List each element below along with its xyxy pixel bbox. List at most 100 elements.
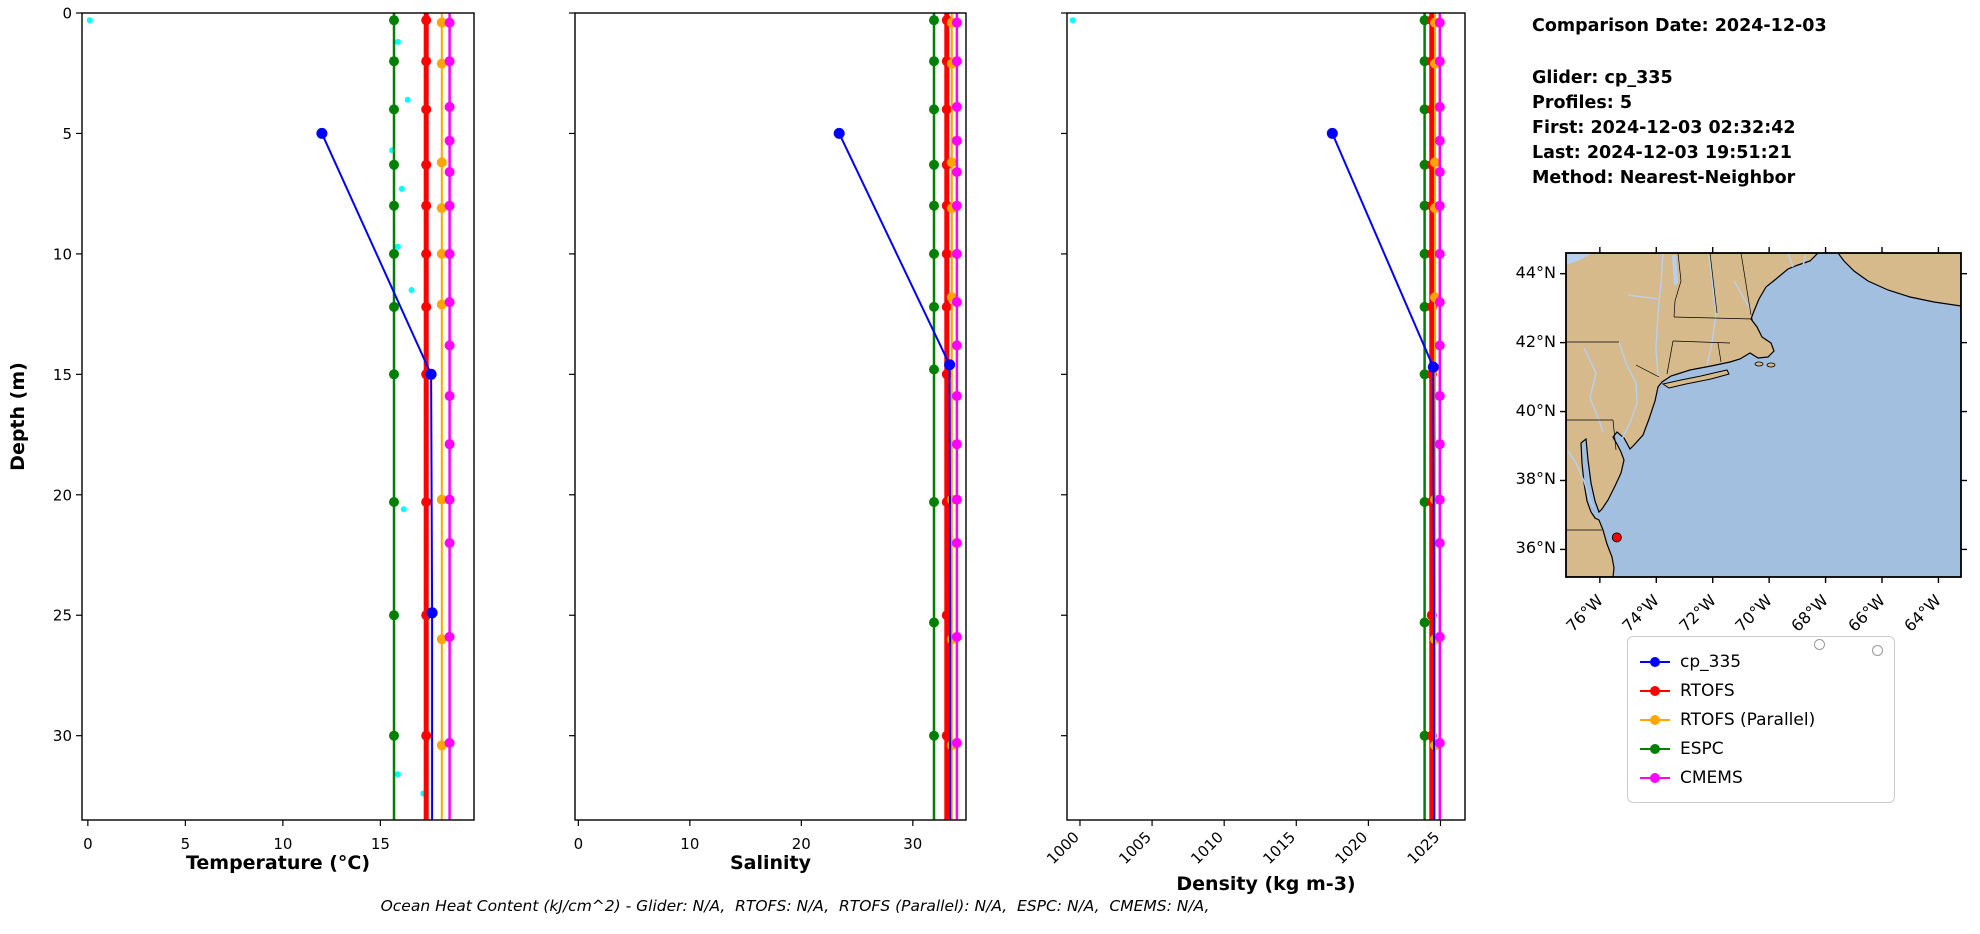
rivers — [1567, 253, 1807, 508]
series-marker-cmems — [951, 248, 962, 259]
series-marker-espc — [929, 301, 939, 312]
y-tick-label: 0 — [62, 5, 72, 23]
legend-item-cp-335: cp_335 — [1640, 647, 1882, 676]
x-tick-label: 1025 — [1404, 828, 1444, 868]
legend-item-espc: ESPC — [1640, 734, 1882, 763]
series-marker-rtofs-parallel- — [946, 157, 957, 168]
series-marker-rtofs — [421, 301, 432, 312]
map-lon-tick-label: 74°W — [1618, 590, 1664, 636]
series-marker-glider-raw — [394, 771, 401, 778]
plot-area — [86, 13, 455, 820]
state-borders — [1566, 253, 1754, 531]
series-marker-cmems — [444, 297, 455, 308]
series-marker-cmems — [951, 200, 962, 211]
plot-background — [575, 13, 966, 820]
x-tick-label: 0 — [83, 835, 93, 853]
series-marker-cmems — [1434, 56, 1445, 67]
series-line-cp-335 — [320, 132, 434, 820]
x-axis-label: Density (kg m-3) — [1176, 873, 1355, 895]
y-tick-label: 25 — [53, 607, 72, 625]
x-tick-label: 1020 — [1331, 828, 1371, 868]
map-lon-tick-label: 72°W — [1674, 590, 1720, 636]
series-marker-cmems — [444, 200, 455, 211]
lake-champlain — [1672, 255, 1678, 286]
y-axis-label: Depth (m) — [10, 362, 29, 471]
series-marker-rtofs — [421, 104, 432, 115]
series-marker-glider-raw — [404, 96, 411, 103]
plot-area — [833, 13, 962, 820]
series-marker-espc — [389, 369, 399, 380]
legend-line-dot-icon — [1640, 772, 1670, 783]
series-marker-espc — [1419, 497, 1430, 507]
series-marker-cmems — [444, 494, 455, 505]
series-marker-cmems — [951, 101, 962, 112]
series-marker-rtofs-parallel- — [436, 740, 447, 751]
y-tick-label: 10 — [53, 245, 72, 263]
series-marker-cp-335 — [1427, 361, 1439, 373]
series-marker-cp-335 — [1326, 127, 1338, 139]
series-marker-cmems — [444, 439, 455, 450]
series-marker-espc — [389, 56, 399, 67]
land-long-island — [1661, 369, 1730, 389]
legend-line-dot-icon — [1640, 685, 1670, 696]
density-profile-chart: 1000 1005 1010 1015 1020 1025 Density (kg m-3) — [1043, 12, 1466, 895]
map-lon-tick-label: 70°W — [1731, 590, 1776, 636]
last-profile-time-text: Last: 2024-12-03 19:51:21 — [1532, 143, 1792, 163]
x-tick-label: 10 — [273, 835, 292, 853]
series-marker-cmems — [1434, 135, 1445, 146]
series-marker-glider-raw — [394, 243, 401, 250]
series-marker-cmems — [951, 297, 962, 308]
map-lat-tick-label: 38°N — [1515, 469, 1556, 489]
legend-item-rtofs: RTOFS — [1640, 676, 1882, 705]
series-marker-cmems — [444, 248, 455, 259]
info-panel: Comparison Date: 2024-12-03 Glider: cp_3… — [1532, 14, 1827, 191]
series-marker-cmems — [951, 631, 962, 642]
series-marker-glider-raw — [398, 185, 405, 192]
series-marker-espc — [389, 248, 399, 259]
series-marker-cmems — [1434, 439, 1445, 450]
series-marker-cmems — [444, 391, 455, 401]
series-marker-espc — [1419, 248, 1430, 259]
temperature-profile-chart: 0 5 10 15 0 5 10 15 20 25 30 Temperature (°C) Depth … — [10, 5, 475, 874]
series-marker-rtofs — [941, 104, 952, 115]
series-marker-espc — [389, 497, 399, 507]
map-frame — [1565, 252, 1962, 578]
x-tick-label: 0 — [574, 835, 584, 853]
series-line-cp-335 — [838, 132, 952, 820]
series-marker-espc — [389, 200, 399, 211]
series-marker-cp-335 — [425, 368, 437, 380]
series-marker-cmems — [1434, 17, 1445, 28]
legend-line-dot-icon — [1640, 743, 1670, 754]
series-marker-rtofs-parallel- — [436, 58, 447, 69]
x-axis-label: Salinity — [730, 852, 812, 874]
legend-line-dot-icon — [1640, 656, 1670, 667]
series-marker-cmems — [444, 17, 455, 28]
x-tick-label: 15 — [371, 835, 390, 853]
map-lon-tick-label: 64°W — [1900, 590, 1946, 636]
map-lon-tick-label: 66°W — [1844, 590, 1889, 636]
series-marker-rtofs-parallel- — [436, 299, 447, 310]
series-marker-glider-raw — [1069, 17, 1076, 24]
series-marker-espc — [1419, 200, 1430, 211]
series-marker-rtofs — [941, 301, 952, 312]
map-lon-tick-label: 76°W — [1561, 590, 1607, 636]
legend-item-rtofs-parallel-: RTOFS (Parallel) — [1640, 705, 1882, 734]
legend-dot — [1650, 685, 1660, 696]
series-marker-cmems — [951, 494, 962, 505]
series-marker-espc — [389, 104, 399, 115]
series-marker-espc — [929, 730, 939, 741]
series-marker-espc — [929, 364, 939, 375]
plot-background — [82, 13, 474, 820]
series-marker-glider-raw — [394, 38, 401, 45]
legend-dot — [1650, 772, 1660, 783]
series-marker-espc — [929, 15, 939, 26]
series-marker-espc — [389, 159, 399, 170]
series-marker-cmems — [444, 538, 455, 548]
series-marker-cmems — [951, 17, 962, 28]
map-lat-tick-label: 42°N — [1515, 331, 1556, 351]
method-text: Method: Nearest-Neighbor — [1532, 168, 1796, 188]
legend-dot — [1650, 743, 1660, 754]
series-marker-cmems — [951, 737, 962, 748]
series-marker-cmems — [1434, 631, 1445, 642]
island-marthas-vineyard — [1754, 361, 1764, 367]
